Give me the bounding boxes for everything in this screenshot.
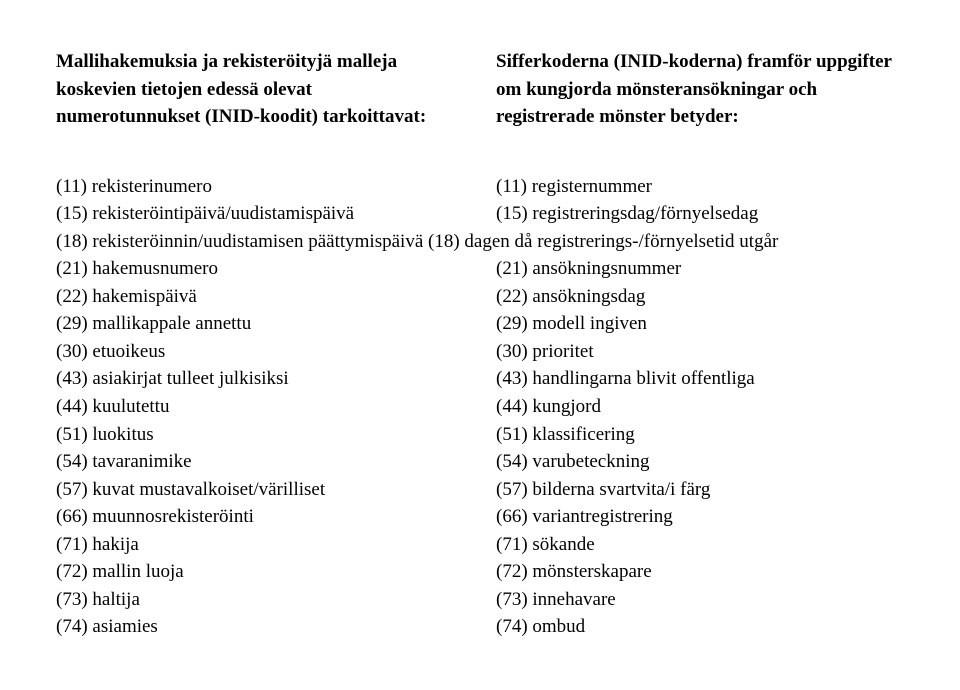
code-right: (44) kungjord xyxy=(496,393,904,421)
header-left: Mallihakemuksia ja rekisteröityjä mallej… xyxy=(56,48,464,131)
header-left-line-1: koskevien tietojen edessä olevat xyxy=(56,76,464,104)
code-left: (51) luokitus xyxy=(56,421,464,449)
code-left: (73) haltija xyxy=(56,586,464,614)
code-row: (15) rekisteröintipäivä/uudistamispäivä (… xyxy=(56,200,904,228)
code-right: (57) bilderna svartvita/i färg xyxy=(496,476,904,504)
header-right: Sifferkoderna (INID-koderna) framför upp… xyxy=(496,48,904,131)
header-right-line-0: Sifferkoderna (INID-koderna) framför upp… xyxy=(496,48,904,76)
code-right: (22) ansökningsdag xyxy=(496,283,904,311)
code-row: (21) hakemusnumero (21) ansökningsnummer xyxy=(56,255,904,283)
code-left: (30) etuoikeus xyxy=(56,338,464,366)
code-right: (29) modell ingiven xyxy=(496,310,904,338)
header-left-line-2: numerotunnukset (INID-koodit) tarkoittav… xyxy=(56,103,464,131)
code-left: (72) mallin luoja xyxy=(56,558,464,586)
code-left: (66) muunnosrekisteröinti xyxy=(56,503,464,531)
code-left: (74) asiamies xyxy=(56,613,464,641)
code-row: (11) rekisterinumero (11) registernummer xyxy=(56,173,904,201)
code-left: (29) mallikappale annettu xyxy=(56,310,464,338)
header-row: Mallihakemuksia ja rekisteröityjä mallej… xyxy=(56,48,904,131)
code-left: (15) rekisteröintipäivä/uudistamispäivä xyxy=(56,200,464,228)
header-right-line-1: om kungjorda mönsteransökningar och xyxy=(496,76,904,104)
code-row: (72) mallin luoja (72) mönsterskapare xyxy=(56,558,904,586)
code-right: (54) varubeteckning xyxy=(496,448,904,476)
code-left: (21) hakemusnumero xyxy=(56,255,464,283)
code-right: (51) klassificering xyxy=(496,421,904,449)
code-right: (73) innehavare xyxy=(496,586,904,614)
code-left: (57) kuvat mustavalkoiset/värilliset xyxy=(56,476,464,504)
code-left: (43) asiakirjat tulleet julkisiksi xyxy=(56,365,464,393)
header-left-line-0: Mallihakemuksia ja rekisteröityjä mallej… xyxy=(56,48,464,76)
code-row: (57) kuvat mustavalkoiset/värilliset (57)… xyxy=(56,476,904,504)
code-row: (30) etuoikeus (30) prioritet xyxy=(56,338,904,366)
code-list: (11) rekisterinumero(11) registernummer(… xyxy=(56,173,904,641)
code-right: (43) handlingarna blivit offentliga xyxy=(496,365,904,393)
code-right: (15) registreringsdag/förnyelsedag xyxy=(496,200,904,228)
code-left: (54) tavaranimike xyxy=(56,448,464,476)
code-left: (44) kuulutettu xyxy=(56,393,464,421)
code-row: (29) mallikappale annettu (29) modell ing… xyxy=(56,310,904,338)
code-right: (74) ombud xyxy=(496,613,904,641)
code-row: (74) asiamies (74) ombud xyxy=(56,613,904,641)
code-row: (66) muunnosrekisteröinti (66) variantreg… xyxy=(56,503,904,531)
code-row: (44) kuulutettu (44) kungjord xyxy=(56,393,904,421)
code-row: (43) asiakirjat tulleet julkisiksi (43) h… xyxy=(56,365,904,393)
code-row: (73) haltija (73) innehavare xyxy=(56,586,904,614)
code-row-full: (18) rekisteröinnin/uudistamisen päättym… xyxy=(56,228,904,256)
code-right: (71) sökande xyxy=(496,531,904,559)
code-row: (22) hakemispäivä (22) ansökningsdag xyxy=(56,283,904,311)
code-right: (30) prioritet xyxy=(496,338,904,366)
code-left: (71) hakija xyxy=(56,531,464,559)
code-row: (71) hakija (71) sökande xyxy=(56,531,904,559)
code-right: (72) mönsterskapare xyxy=(496,558,904,586)
code-row: (51) luokitus (51) klassificering xyxy=(56,421,904,449)
code-left: (11) rekisterinumero xyxy=(56,173,464,201)
header-right-line-2: registrerade mönster betyder: xyxy=(496,103,904,131)
code-right: (21) ansökningsnummer xyxy=(496,255,904,283)
code-row: (54) tavaranimike (54) varubeteckning xyxy=(56,448,904,476)
code-right: (11) registernummer xyxy=(496,173,904,201)
code-right: (66) variantregistrering xyxy=(496,503,904,531)
code-left: (22) hakemispäivä xyxy=(56,283,464,311)
